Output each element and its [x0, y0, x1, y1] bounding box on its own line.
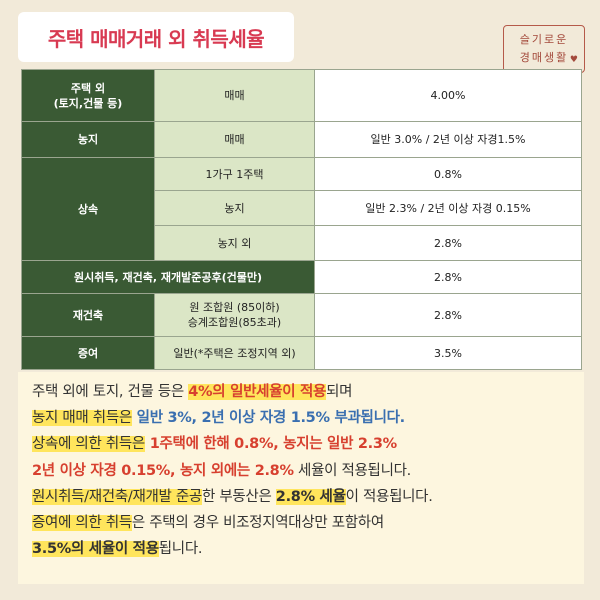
category-sublabel: (토지,건물 등) [53, 96, 123, 110]
note-line-1: 주택 외에 토지, 건물 등은 4%의 일반세율이 적용되며 [32, 379, 570, 405]
rate-cell: 2.8% [314, 225, 582, 261]
note-text: 이 적용됩니다. [345, 488, 433, 505]
table-row: 상속 1가구 1주택 0.8% [21, 157, 582, 261]
type-cell: 원 조합원 (85이하) 승계조합원(85초과) [154, 293, 315, 337]
table-row: 농지 외 2.8% [22, 225, 582, 261]
type-cell: 농지 외 [154, 225, 315, 261]
table-row: 주택 외 (토지,건물 등) 매매 4.00% [21, 69, 582, 122]
stamp-line-2: 경매생활 [519, 51, 569, 64]
note-highlight: 2.8% 세율 [275, 488, 346, 505]
note-line-4: 2년 이상 자경 0.15%, 농지 외에는 2.8% 세율이 적용됩니다. [32, 458, 570, 484]
type-line-2: 승계조합원(85초과) [187, 316, 282, 329]
note-highlight: 농지 매매 취득은 [32, 410, 132, 427]
rate-cell: 일반 2.3% / 2년 이상 자경 0.15% [314, 190, 582, 226]
note-line-7: 3.5%의 세율이 적용됩니다. [32, 536, 570, 562]
stamp-line-1: 슬기로운 [519, 33, 569, 46]
category-cell: 주택 외 (토지,건물 등) [21, 69, 155, 122]
rate-cell: 2.8% [314, 293, 582, 337]
note-highlight: 3.5%의 세율이 적용 [32, 541, 159, 558]
table-row: 재건축 원 조합원 (85이하) 승계조합원(85초과) 2.8% [21, 293, 582, 337]
note-emphasis: 일반 3%, 2년 이상 자경 1.5% 부과됩니다. [131, 410, 406, 427]
note-text: 되며 [326, 384, 353, 400]
type-cell: 1가구 1주택 [154, 157, 315, 191]
rate-cell: 4.00% [314, 69, 582, 122]
type-cell: 매매 [154, 69, 315, 122]
rate-cell: 2.8% [314, 260, 582, 294]
note-emphasis: 1주택에 한해 0.8%, 농지는 일반 2.3% [144, 436, 397, 453]
type-cell: 매매 [154, 121, 315, 158]
table-row: 농지 일반 2.3% / 2년 이상 자경 0.15% [22, 190, 582, 226]
summary-note: 주택 외에 토지, 건물 등은 4%의 일반세율이 적용되며 농지 매매 취득은… [18, 372, 584, 584]
rate-cell: 일반 3.0% / 2년 이상 자경1.5% [314, 121, 582, 158]
note-highlight: 4%의 일반세율이 적용 [188, 384, 327, 400]
table-row: 농지 매매 일반 3.0% / 2년 이상 자경1.5% [21, 121, 582, 158]
heart-icon: ♥ [569, 55, 580, 65]
note-text: 됩니다. [158, 541, 203, 558]
table-row: 증여 일반(*주택은 조정지역 외) 3.5% [21, 336, 582, 370]
category-cell: 농지 [21, 121, 155, 158]
type-line-1: 원 조합원 (85이하) [189, 301, 280, 314]
tax-rate-table: 주택 외 (토지,건물 등) 매매 4.00% 농지 매매 일반 3.0% / … [21, 69, 582, 370]
note-line-2: 농지 매매 취득은 일반 3%, 2년 이상 자경 1.5% 부과됩니다. [32, 405, 570, 431]
category-cell: 상속 [21, 157, 155, 261]
note-text: 세율이 적용됩니다. [293, 462, 411, 479]
brand-stamp-logo: 슬기로운 경매생활 ♥ [503, 25, 585, 73]
category-cell: 원시취득, 재건축, 재개발준공후(건물만) [21, 260, 315, 294]
rate-cell: 0.8% [314, 157, 582, 191]
category-label: 주택 외 [70, 81, 106, 95]
category-cell: 증여 [21, 336, 155, 370]
rate-cell: 3.5% [314, 336, 582, 370]
note-emphasis: 2년 이상 자경 0.15%, 농지 외에는 2.8% [32, 462, 294, 479]
note-line-3: 상속에 의한 취득은 1주택에 한해 0.8%, 농지는 일반 2.3% [32, 431, 570, 457]
note-text: 주택 외에 토지, 건물 등은 [32, 384, 189, 400]
note-line-6: 증여에 의한 취득은 주택의 경우 비조정지역대상만 포함하여 [32, 510, 570, 536]
note-text: 은 주택의 경우 비조정지역대상만 포함하여 [131, 515, 384, 532]
table-row: 원시취득, 재건축, 재개발준공후(건물만) 2.8% [21, 260, 582, 294]
note-highlight: 원시취득/재건축/재개발 준공 [32, 488, 202, 505]
note-highlight: 상속에 의한 취득은 [32, 436, 145, 453]
type-cell: 일반(*주택은 조정지역 외) [154, 336, 315, 370]
note-highlight: 증여에 의한 취득 [32, 515, 132, 532]
note-line-5: 원시취득/재건축/재개발 준공한 부동산은 2.8% 세율이 적용됩니다. [32, 484, 570, 510]
page-title: 주택 매매거래 외 취득세율 [18, 12, 294, 62]
note-text: 한 부동산은 [201, 488, 276, 505]
category-cell: 재건축 [21, 293, 155, 337]
type-cell: 농지 [154, 190, 315, 226]
